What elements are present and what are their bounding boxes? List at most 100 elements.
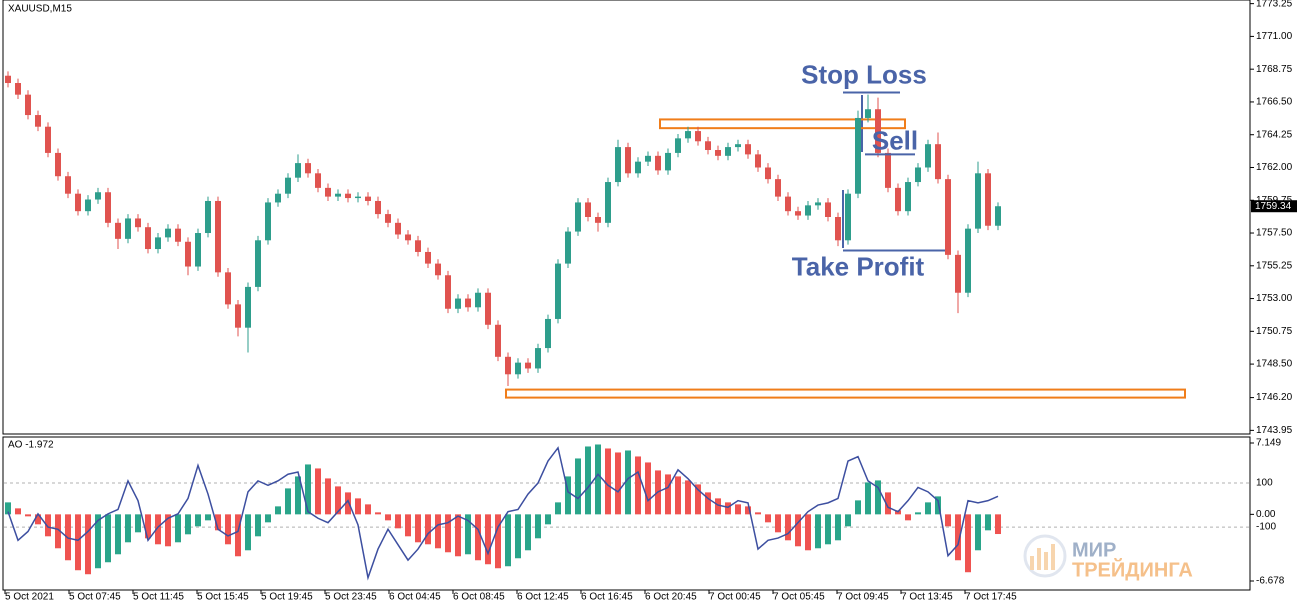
candle-body <box>325 187 331 197</box>
ao-bar <box>495 514 501 569</box>
ao-bar <box>835 514 841 541</box>
candle-body <box>625 147 631 174</box>
candle-body <box>435 263 441 276</box>
ao-bar <box>355 498 361 515</box>
x-tick-label: 5 Oct 2021 <box>5 592 54 600</box>
ao-bar <box>85 514 91 575</box>
ao-bar <box>115 514 121 555</box>
ao-bar <box>325 478 331 515</box>
ao-bar <box>755 512 761 515</box>
candle-body <box>545 318 551 349</box>
y-tick-label: 1773.25 <box>1256 0 1293 9</box>
ao-bar <box>555 502 561 515</box>
ao-bar <box>765 514 771 523</box>
ao-bar <box>505 514 511 567</box>
ao-bar <box>535 514 541 539</box>
candle-body <box>195 233 201 267</box>
ao-bar <box>165 514 171 547</box>
ao-bar <box>25 514 31 517</box>
annotation: Stop Loss <box>801 59 927 89</box>
candle-body <box>855 117 861 194</box>
ao-bar <box>455 514 461 557</box>
x-tick-label: 7 Oct 13:45 <box>901 592 953 600</box>
ao-bar <box>635 456 641 515</box>
candle-body <box>605 182 611 223</box>
candle-body <box>535 348 541 369</box>
candle-body <box>135 218 141 228</box>
ao-bar <box>575 458 581 515</box>
candle-body <box>945 179 951 255</box>
ao-bar <box>735 504 741 515</box>
candle-body <box>655 155 661 171</box>
ao-bar <box>645 462 651 515</box>
candle-body <box>125 218 131 239</box>
y-tick-label: 1766.50 <box>1256 97 1293 108</box>
candle-body <box>795 211 801 216</box>
x-tick-label: 6 Oct 16:45 <box>581 592 633 600</box>
ao-bar <box>685 480 691 515</box>
ao-bar <box>95 514 101 569</box>
candle-body <box>635 161 641 174</box>
ao-bar <box>225 514 231 545</box>
ao-bar <box>275 506 281 515</box>
candle-body <box>995 206 1001 226</box>
candle-body <box>355 196 361 199</box>
ao-bar <box>135 514 141 533</box>
ao-bar <box>775 514 781 533</box>
x-tick-label: 6 Oct 08:45 <box>453 592 505 600</box>
candle-body <box>805 205 811 216</box>
ao-bar <box>945 514 951 527</box>
ao-bar <box>795 514 801 547</box>
ao-bar <box>845 514 851 527</box>
candle-body <box>575 202 581 232</box>
x-tick-label: 6 Oct 04:45 <box>389 592 441 600</box>
ao-bar <box>955 514 961 561</box>
ao-bar <box>335 486 341 515</box>
candle-body <box>445 275 451 309</box>
candle-body <box>105 192 111 223</box>
ao-bar <box>585 446 591 515</box>
candle-body <box>885 152 891 188</box>
candle-body <box>725 147 731 156</box>
zone <box>505 388 1186 399</box>
candle-body <box>925 144 931 168</box>
candle-body <box>185 241 191 267</box>
ao-bar <box>985 514 991 531</box>
candle-body <box>955 254 961 293</box>
ao-bar <box>615 452 621 515</box>
candle-body <box>405 234 411 241</box>
ao-bar <box>725 502 731 515</box>
ao-bar <box>195 514 201 527</box>
ao-bar <box>545 514 551 525</box>
candle-body <box>965 228 971 293</box>
candle-body <box>285 177 291 194</box>
ao-bar <box>245 514 251 551</box>
candle-body <box>115 222 121 239</box>
ao-bar <box>265 514 271 523</box>
ao-bar <box>935 496 941 515</box>
ao-bar <box>595 444 601 515</box>
ao-bar <box>995 514 1001 535</box>
ao-bar <box>565 476 571 515</box>
y-tick-label: 1768.75 <box>1256 64 1293 75</box>
ao-bar <box>525 514 531 551</box>
candle-body <box>895 187 901 212</box>
ao-bar <box>285 488 291 515</box>
candle-body <box>225 272 231 305</box>
candle-body <box>55 152 61 177</box>
candle-body <box>865 109 871 118</box>
ao-bar <box>305 464 311 515</box>
x-tick-label: 5 Oct 11:45 <box>133 592 184 600</box>
ao-bar <box>485 514 491 565</box>
x-tick-label: 7 Oct 05:45 <box>773 592 825 600</box>
ao-bar <box>915 512 921 515</box>
ao-bar <box>965 514 971 573</box>
ao-bar <box>385 514 391 521</box>
candle-body <box>675 138 681 153</box>
ao-bar <box>885 492 891 515</box>
candle-body <box>755 154 761 168</box>
candle-body <box>15 83 21 95</box>
ao-bar <box>855 500 861 515</box>
ao-bar <box>435 514 441 549</box>
candle-body <box>695 131 701 142</box>
